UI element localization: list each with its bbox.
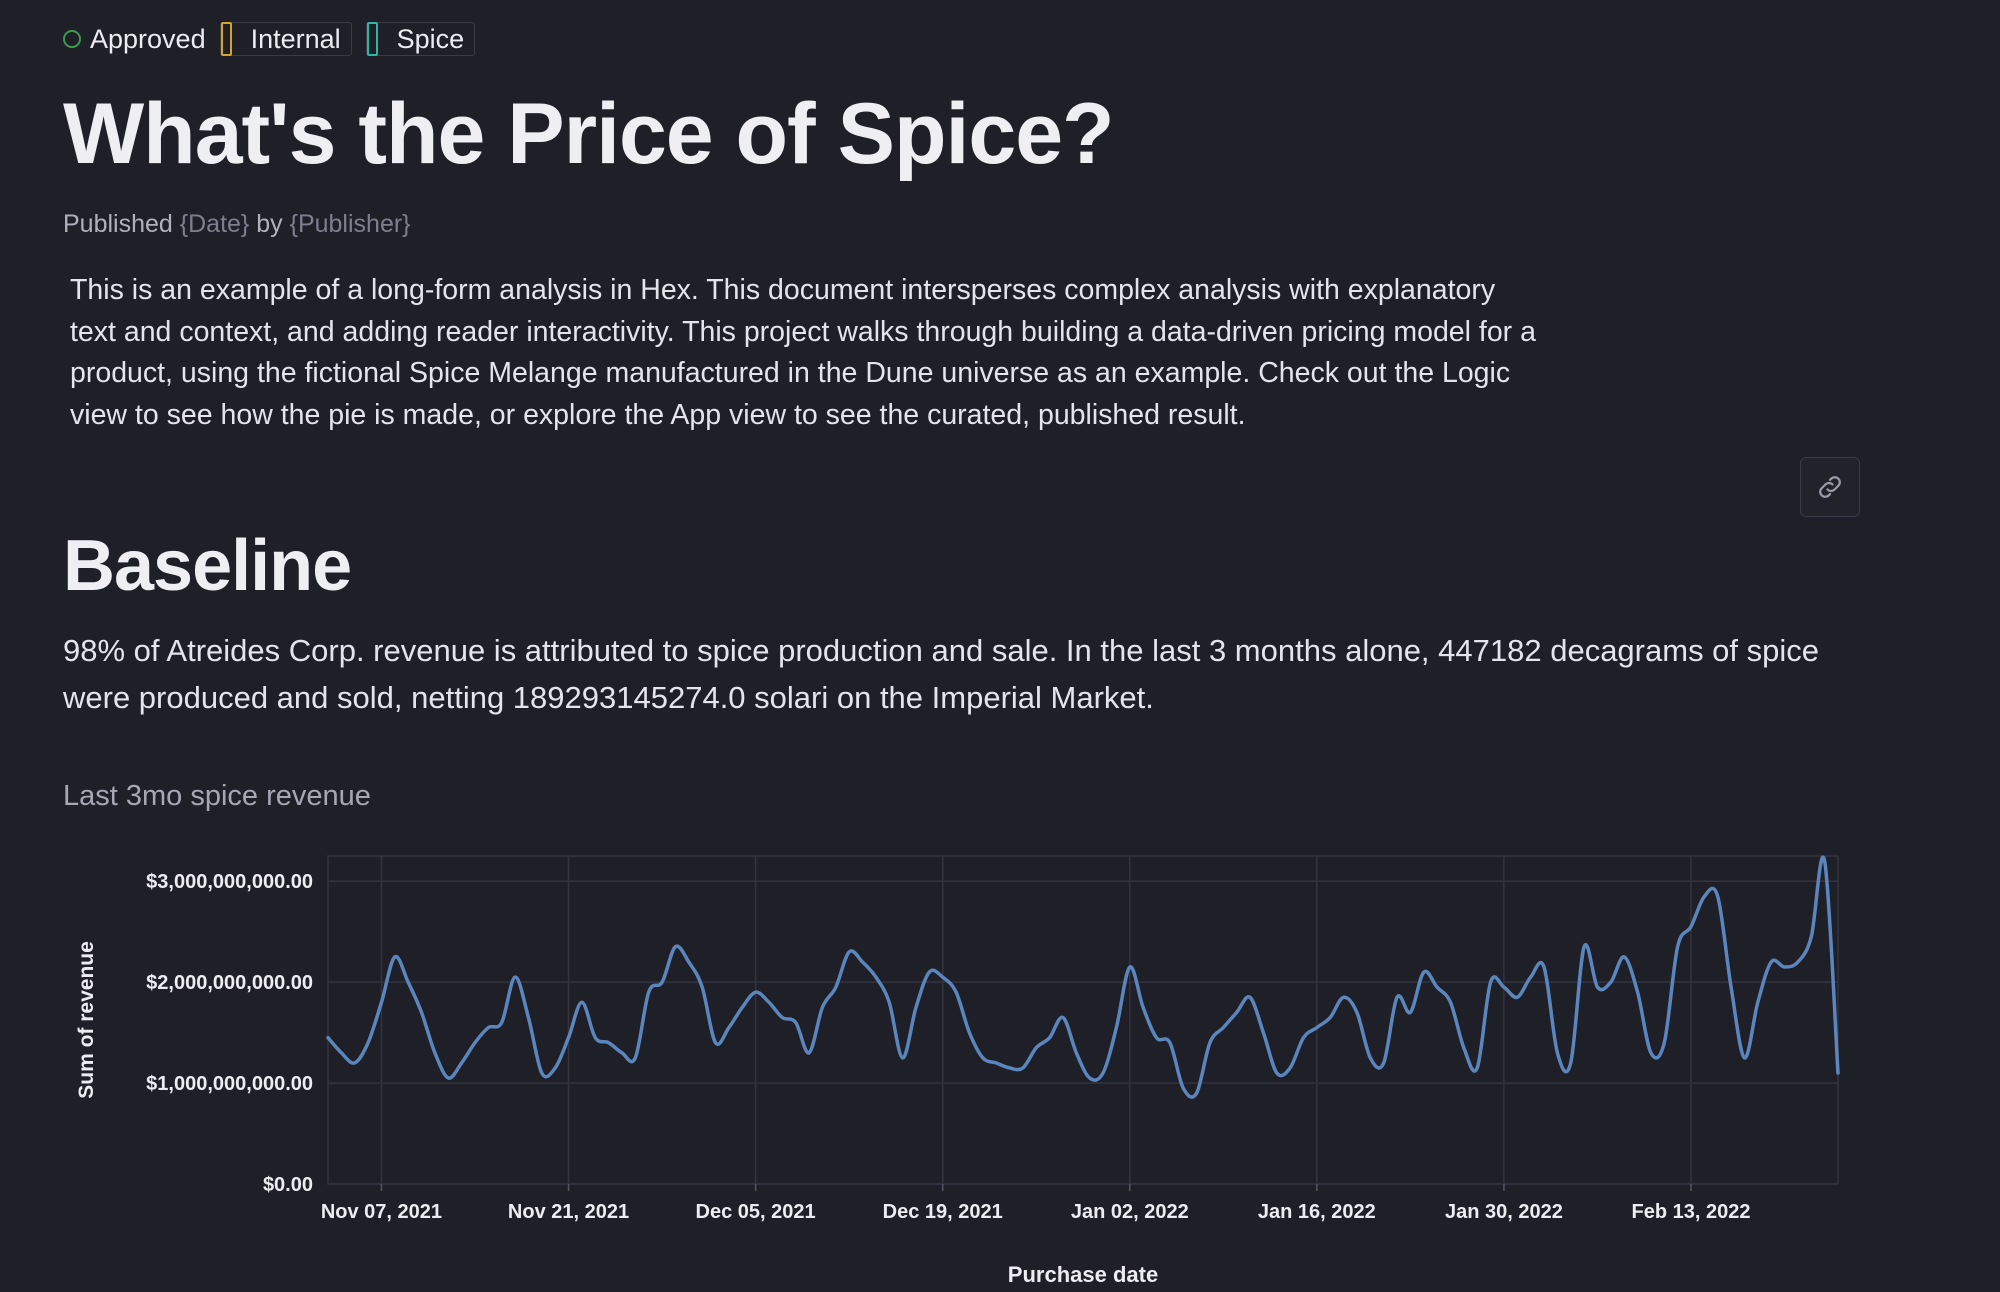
y-tick-label: $1,000,000,000.00 <box>146 1073 313 1095</box>
internal-label: Internal <box>250 23 341 54</box>
x-tick-label: Jan 02, 2022 <box>1071 1201 1189 1223</box>
link-icon <box>1819 476 1841 498</box>
x-tick-label: Feb 13, 2022 <box>1632 1201 1751 1223</box>
internal-color-icon <box>220 22 232 56</box>
tag-row: Approved Internal Spice <box>63 22 476 56</box>
category-internal-tag[interactable]: Internal <box>219 22 352 56</box>
intro-paragraph: This is an example of a long-form analys… <box>70 274 1536 431</box>
x-tick-label: Jan 16, 2022 <box>1258 1201 1376 1223</box>
revenue-series-line <box>326 855 1840 1099</box>
y-axis-title: Sum of revenue <box>75 941 98 1099</box>
y-tick-label: $3,000,000,000.00 <box>146 871 313 893</box>
y-tick-label: $0.00 <box>263 1174 313 1196</box>
x-tick-label: Dec 19, 2021 <box>883 1201 1003 1223</box>
y-tick-label: $2,000,000,000.00 <box>146 972 313 994</box>
spice-label: Spice <box>396 23 465 54</box>
page-title: What's the Price of Spice? <box>63 86 1115 182</box>
published-by: by <box>256 210 283 238</box>
published-date: {Date} <box>179 210 250 238</box>
x-tick-label: Nov 21, 2021 <box>508 1201 629 1223</box>
spice-color-icon <box>366 22 378 56</box>
chart-title: Last 3mo spice revenue <box>63 780 371 812</box>
status-approved-tag[interactable]: Approved <box>63 24 206 55</box>
summary-paragraph: 98% of Atreides Corp. revenue is attribu… <box>63 633 1820 715</box>
published-publisher: {Publisher} <box>289 210 411 238</box>
category-spice-tag[interactable]: Spice <box>365 22 476 56</box>
copy-link-button[interactable] <box>1800 457 1860 517</box>
revenue-line-chart: $0.00 $1,000,000,000.00 $2,000,000,000.00 $… <box>75 855 1840 1287</box>
x-axis-title: Purchase date <box>1008 1262 1158 1287</box>
section-title: Baseline <box>63 526 352 606</box>
published-prefix: Published <box>63 210 173 238</box>
x-tick-label: Dec 05, 2021 <box>696 1201 816 1223</box>
x-tick-label: Jan 30, 2022 <box>1445 1201 1563 1223</box>
approved-label: Approved <box>90 23 206 54</box>
plot-area <box>327 855 1839 1185</box>
approved-circle-icon <box>63 30 81 48</box>
published-line: Published {Date} by {Publisher} <box>63 210 411 239</box>
x-tick-label: Nov 07, 2021 <box>321 1201 442 1223</box>
